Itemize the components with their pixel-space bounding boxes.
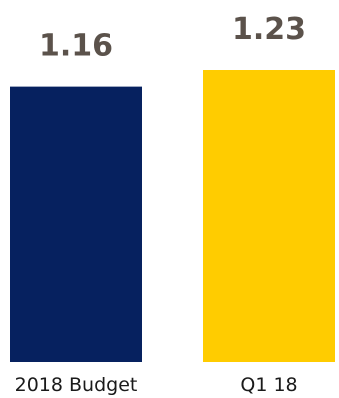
bars-layer — [10, 70, 335, 362]
category-labels-layer: 2018 Budget Q1 18 — [15, 374, 298, 396]
category-label-2: Q1 18 — [240, 374, 297, 396]
bar-value-label-1: 1.16 — [39, 29, 113, 64]
value-labels-layer: 1.16 1.23 — [39, 12, 306, 64]
bar-value-label-2: 1.23 — [232, 12, 306, 47]
category-label-1: 2018 Budget — [15, 374, 138, 396]
bar-1 — [10, 86, 142, 362]
bar-2 — [203, 70, 335, 362]
